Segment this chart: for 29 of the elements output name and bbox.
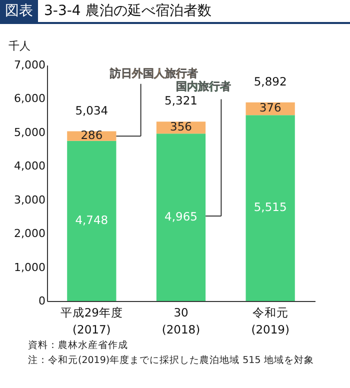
y-tick-label: 0 [38, 294, 46, 308]
y-tick-label: 6,000 [14, 92, 46, 106]
y-axis-title: 千人 [8, 40, 30, 52]
x-tick-label: 30 (2018) [162, 306, 200, 336]
data-label: 5,515 [254, 200, 287, 214]
bar [67, 140, 116, 301]
total-label: 5,892 [254, 74, 287, 88]
text: 注：令和元(2019)年度までに採択した農泊地域 515 地域を対象 [28, 354, 315, 368]
total-label: 5,034 [75, 103, 108, 118]
data-label: 4,965 [164, 209, 198, 224]
y-tick-label: 5,000 [14, 126, 46, 139]
total-label: 5,321 [164, 94, 198, 108]
text: 国内旅行者 [176, 80, 231, 94]
y-tick-label: 7,000 [14, 58, 46, 72]
bar [156, 134, 206, 301]
y-tick-label: 3,000 [14, 193, 46, 206]
text: 訪日外国人旅行者 [109, 67, 198, 80]
text: 資料：農林水産省作成 [28, 339, 129, 353]
data-label: 356 [170, 120, 192, 134]
data-label: 376 [259, 100, 282, 115]
bar [246, 115, 295, 301]
y-tick-label: 1,000 [14, 260, 46, 274]
x-tick-label: 平成29年度 (2017) [60, 306, 123, 336]
data-label: 4,748 [75, 212, 108, 227]
x-tick-label: 令和元 (2019) [251, 306, 290, 336]
y-tick-label: 4,000 [14, 160, 46, 173]
y-tick-label: 2,000 [14, 227, 46, 240]
data-label: 286 [80, 128, 103, 142]
chart-title: 図表 3-3-4 農泊の延べ宿泊者数 [4, 2, 212, 21]
